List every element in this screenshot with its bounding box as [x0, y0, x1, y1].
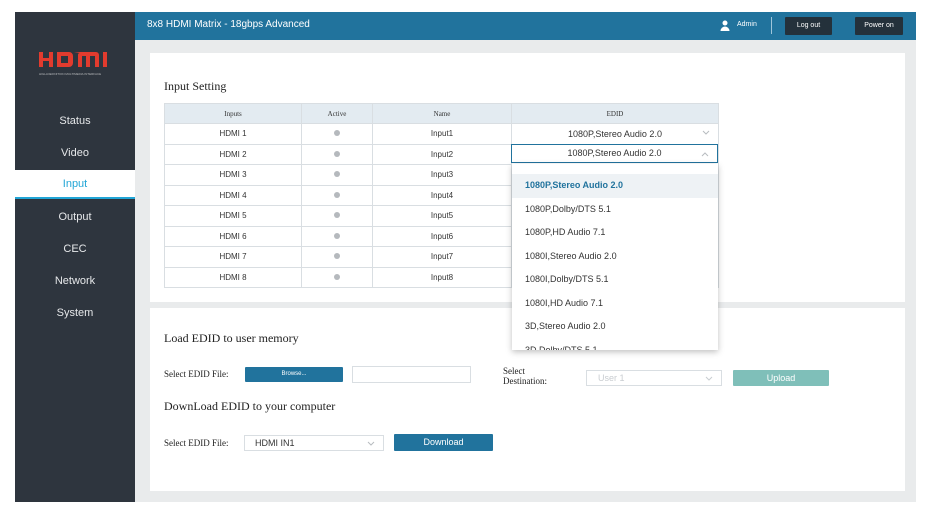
nav-item-system[interactable]: System	[56, 307, 94, 319]
name-cell[interactable]: Input5	[372, 205, 512, 227]
nav-item-cec[interactable]: CEC	[63, 243, 87, 255]
name-cell[interactable]: Input2	[372, 143, 512, 165]
user-icon	[720, 20, 730, 31]
download-button[interactable]: Download	[394, 434, 493, 451]
name-cell[interactable]: Input6	[372, 225, 512, 247]
dropdown-option[interactable]: 1080P,Dolby/DTS 5.1	[525, 203, 611, 214]
active-indicator	[301, 266, 373, 288]
download-edid-file-select[interactable]: HDMI IN1	[244, 435, 384, 451]
edid-select-open[interactable]: 1080P,Stereo Audio 2.0	[511, 144, 718, 163]
chevron-down-icon	[705, 376, 713, 381]
name-cell[interactable]: Input7	[372, 246, 512, 268]
logout-button[interactable]: Log out	[785, 17, 832, 35]
table-row: HDMI 1 Input1 1080P,Stereo Audio 2.0	[164, 123, 719, 145]
dropdown-option[interactable]: 3D,Stereo Audio 2.0	[525, 321, 606, 331]
upload-button[interactable]: Upload	[733, 370, 829, 386]
nav-item-output[interactable]: Output	[58, 211, 92, 223]
input-cell: HDMI 4	[164, 184, 302, 206]
name-cell[interactable]: Input8	[372, 266, 512, 288]
dropdown-option[interactable]: 1080P,HD Audio 7.1	[525, 227, 606, 237]
nav-item-status[interactable]: Status	[59, 115, 91, 127]
input-cell: HDMI 2	[164, 143, 302, 165]
input-cell: HDMI 6	[164, 225, 302, 247]
dropdown-option[interactable]: 1080I,Stereo Audio 2.0	[525, 250, 617, 261]
edid-value: 1080P,Stereo Audio 2.0	[568, 128, 662, 139]
chevron-up-icon	[701, 152, 709, 157]
load-edid-file-label: Select EDID File:	[164, 369, 229, 379]
active-indicator	[301, 184, 373, 206]
destination-select-value: User 1	[598, 373, 625, 383]
download-edid-file-label: Select EDID File:	[164, 438, 229, 448]
hdmi-logo: HIGH-DEFINITION MULTIMEDIA INTERFACE	[39, 52, 107, 76]
column-header-name: Name	[372, 103, 512, 124]
column-header-edid: EDID	[511, 103, 719, 124]
destination-label: Select Destination:	[503, 366, 547, 386]
input-cell: HDMI 3	[164, 164, 302, 186]
active-indicator	[301, 143, 373, 165]
input-cell: HDMI 7	[164, 246, 302, 268]
active-indicator	[301, 225, 373, 247]
input-cell: HDMI 5	[164, 205, 302, 227]
user-name[interactable]: Admin	[737, 21, 757, 28]
input-setting-title: Input Setting	[164, 79, 227, 93]
active-indicator	[301, 205, 373, 227]
header-divider	[771, 17, 772, 34]
svg-text:HIGH-DEFINITION MULTIMEDIA INT: HIGH-DEFINITION MULTIMEDIA INTERFACE	[39, 72, 101, 76]
dropdown-option[interactable]: 1080I,HD Audio 7.1	[525, 297, 604, 308]
power-on-button[interactable]: Power on	[855, 17, 903, 35]
app-title: 8x8 HDMI Matrix - 18gbps Advanced	[147, 19, 310, 30]
chevron-down-icon	[702, 130, 710, 135]
edid-select-value: 1080P,Stereo Audio 2.0	[567, 148, 662, 158]
active-indicator	[301, 164, 373, 186]
download-edid-file-value: HDMI IN1	[255, 438, 295, 448]
edid-dropdown-menu: 1080P,Stereo Audio 2.0 1080P,Dolby/DTS 5…	[512, 164, 718, 350]
edid-select[interactable]: 1080P,Stereo Audio 2.0	[511, 123, 719, 145]
chevron-down-icon	[367, 441, 375, 446]
sidebar: HIGH-DEFINITION MULTIMEDIA INTERFACE Sta…	[15, 12, 135, 502]
nav-item-video[interactable]: Video	[61, 147, 89, 159]
table-header-row: Inputs Active Name EDID	[164, 103, 719, 124]
dropdown-option[interactable]: 3D,Dolby/DTS 5.1	[525, 344, 598, 351]
name-cell[interactable]: Input4	[372, 184, 512, 206]
column-header-active: Active	[301, 103, 373, 124]
nav-item-input[interactable]: Input	[15, 170, 135, 199]
load-edid-title: Load EDID to user memory	[164, 331, 299, 345]
destination-select[interactable]: User 1	[586, 370, 722, 386]
app-window: HIGH-DEFINITION MULTIMEDIA INTERFACE Sta…	[15, 12, 916, 502]
dropdown-option[interactable]: 1080P,Stereo Audio 2.0	[512, 174, 718, 198]
name-cell[interactable]: Input3	[372, 164, 512, 186]
active-indicator	[301, 246, 373, 268]
input-cell: HDMI 1	[164, 123, 302, 145]
download-edid-title: DownLoad EDID to your computer	[164, 399, 336, 413]
nav-item-network[interactable]: Network	[54, 275, 96, 287]
destination-label-line-1: Select	[503, 366, 525, 376]
browse-button[interactable]: Browse...	[245, 367, 343, 382]
column-header-inputs: Inputs	[164, 103, 302, 124]
dropdown-spacer	[512, 164, 718, 174]
dropdown-option[interactable]: 1080I,Dolby/DTS 5.1	[525, 274, 609, 284]
input-cell: HDMI 8	[164, 266, 302, 288]
edid-file-path-field[interactable]	[352, 366, 471, 383]
top-bar: 8x8 HDMI Matrix - 18gbps Advanced Admin …	[135, 12, 916, 40]
name-cell[interactable]: Input1	[372, 123, 512, 145]
active-indicator	[301, 123, 373, 145]
destination-label-line-2: Destination:	[503, 376, 547, 386]
